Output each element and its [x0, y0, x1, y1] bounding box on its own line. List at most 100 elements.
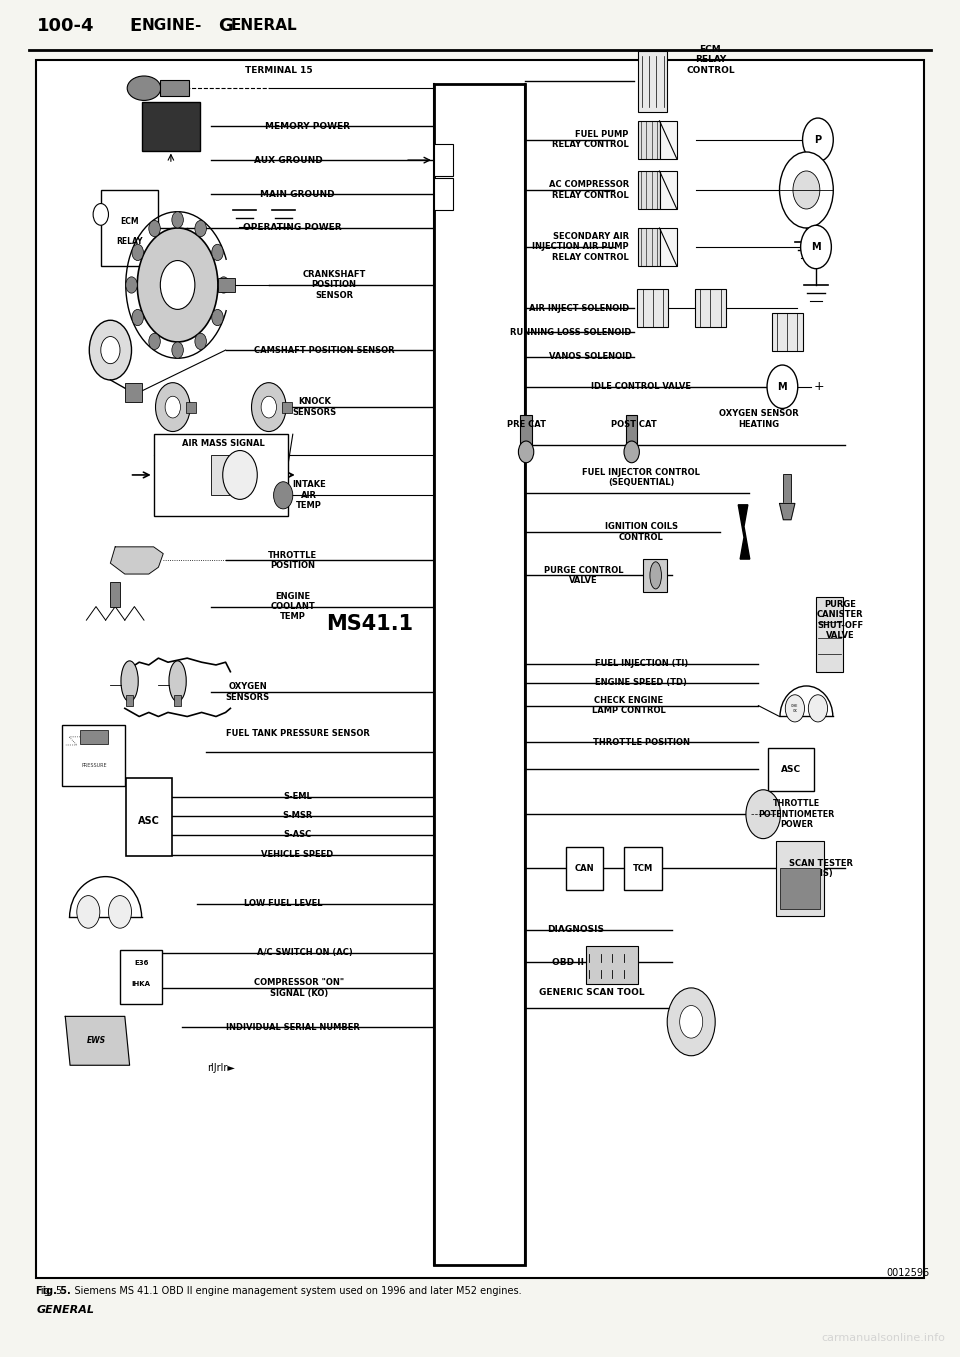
Circle shape	[212, 309, 224, 326]
Bar	[0, 0, 960, 50]
Bar	[626, 415, 637, 445]
Circle shape	[137, 228, 218, 342]
Bar	[125, 383, 142, 402]
Circle shape	[218, 277, 229, 293]
Text: S-EML: S-EML	[283, 792, 312, 801]
Text: G: G	[218, 16, 232, 35]
Circle shape	[793, 171, 820, 209]
Circle shape	[149, 220, 160, 236]
Ellipse shape	[127, 76, 161, 100]
Polygon shape	[738, 505, 750, 559]
Text: 100-4: 100-4	[36, 16, 94, 35]
Text: P: P	[814, 134, 822, 145]
Text: THROTTLE
POSITION: THROTTLE POSITION	[268, 551, 318, 570]
Text: MAIN GROUND: MAIN GROUND	[260, 190, 335, 198]
Bar	[638, 228, 660, 266]
Bar	[110, 582, 120, 607]
Text: A/C SWITCH ON (AC): A/C SWITCH ON (AC)	[257, 949, 353, 957]
Text: ENERAL: ENERAL	[230, 18, 297, 34]
Text: MEMORY POWER: MEMORY POWER	[265, 122, 349, 130]
Bar	[434, 178, 453, 210]
Circle shape	[212, 244, 224, 261]
Bar	[660, 171, 677, 209]
Text: NGINE-: NGINE-	[142, 18, 203, 34]
Ellipse shape	[624, 441, 639, 463]
Circle shape	[746, 790, 780, 839]
Circle shape	[785, 695, 804, 722]
Circle shape	[261, 396, 276, 418]
Text: EWS: EWS	[86, 1037, 106, 1045]
Text: MS41.1: MS41.1	[326, 615, 413, 634]
Text: PRESSURE: PRESSURE	[82, 763, 107, 768]
Text: INDIVIDUAL SERIAL NUMBER: INDIVIDUAL SERIAL NUMBER	[226, 1023, 360, 1031]
Bar	[211, 455, 230, 495]
Text: FUEL TANK PRESSURE SENSOR: FUEL TANK PRESSURE SENSOR	[226, 729, 370, 738]
Bar	[160, 80, 189, 96]
Bar	[218, 278, 235, 292]
Circle shape	[195, 334, 206, 350]
Bar	[80, 730, 108, 744]
Text: E: E	[130, 16, 142, 35]
Text: IHKA: IHKA	[132, 981, 151, 987]
Bar	[638, 50, 667, 113]
Bar	[776, 841, 824, 916]
Circle shape	[223, 451, 257, 499]
Bar	[586, 946, 638, 984]
Text: M: M	[778, 381, 787, 392]
Bar	[434, 144, 453, 176]
Bar	[126, 778, 172, 856]
Circle shape	[680, 1006, 703, 1038]
Bar	[695, 289, 726, 327]
Bar	[637, 289, 668, 327]
Bar	[126, 695, 133, 706]
Text: OXYGEN
SENSORS: OXYGEN SENSORS	[226, 683, 270, 702]
Text: carmanualsonline.info: carmanualsonline.info	[822, 1334, 946, 1343]
Circle shape	[801, 225, 831, 269]
Circle shape	[77, 896, 100, 928]
Bar	[120, 950, 162, 1004]
Text: THROTTLE
POTENTIOMETER
POWER: THROTTLE POTENTIOMETER POWER	[758, 799, 835, 829]
Bar	[643, 559, 667, 592]
Circle shape	[767, 365, 798, 408]
Bar	[660, 121, 677, 159]
Circle shape	[160, 261, 195, 309]
Text: ASC: ASC	[781, 765, 801, 773]
Circle shape	[165, 396, 180, 418]
Bar	[434, 84, 525, 1265]
Circle shape	[132, 244, 143, 261]
Text: Fig. 5.: Fig. 5.	[36, 1286, 71, 1296]
Text: CHE
CK: CHE CK	[791, 704, 799, 712]
Text: RUNNING LOSS SOLENOID: RUNNING LOSS SOLENOID	[511, 328, 632, 337]
Circle shape	[93, 204, 108, 225]
Circle shape	[803, 118, 833, 161]
Polygon shape	[65, 1016, 130, 1065]
Text: AC COMPRESSOR
RELAY CONTROL: AC COMPRESSOR RELAY CONTROL	[548, 180, 629, 199]
Bar	[780, 868, 820, 909]
Bar	[36, 60, 924, 1278]
Bar	[186, 402, 196, 413]
Text: PRE CAT: PRE CAT	[507, 419, 545, 429]
Text: TCM: TCM	[633, 864, 654, 873]
Ellipse shape	[169, 661, 186, 702]
Circle shape	[101, 337, 120, 364]
Bar	[638, 171, 660, 209]
Text: THROTTLE POSITION: THROTTLE POSITION	[592, 738, 690, 746]
Bar	[768, 748, 814, 791]
Text: IDLE CONTROL VALVE: IDLE CONTROL VALVE	[591, 383, 691, 391]
Text: SECONDARY AIR
INJECTION AIR PUMP
RELAY CONTROL: SECONDARY AIR INJECTION AIR PUMP RELAY C…	[532, 232, 629, 262]
Text: FUEL INJECTOR CONTROL
(SEQUENTIAL): FUEL INJECTOR CONTROL (SEQUENTIAL)	[583, 468, 700, 487]
Circle shape	[274, 482, 293, 509]
Text: CAN: CAN	[575, 864, 594, 873]
Text: AUX GROUND: AUX GROUND	[253, 156, 323, 164]
Bar	[520, 415, 532, 445]
Text: rlJrlr►: rlJrlr►	[206, 1063, 235, 1073]
Bar	[282, 402, 292, 413]
Circle shape	[149, 334, 160, 350]
Bar	[772, 313, 803, 351]
Text: PURGE CONTROL
VALVE: PURGE CONTROL VALVE	[544, 566, 623, 585]
Text: +: +	[814, 380, 825, 394]
Circle shape	[667, 988, 715, 1056]
Text: ASC: ASC	[138, 816, 159, 826]
Text: CRANKSHAFT
POSITION
SENSOR: CRANKSHAFT POSITION SENSOR	[302, 270, 366, 300]
Bar	[174, 695, 181, 706]
